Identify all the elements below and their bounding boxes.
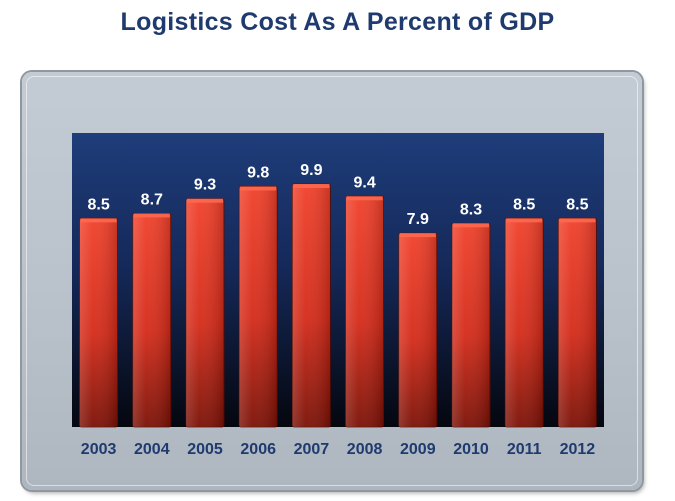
bar-shine-2012: [558, 218, 597, 427]
x-tick-label-2010: 2010: [453, 441, 489, 458]
bar-shine-2010: [452, 223, 490, 427]
x-tick-label-2007: 2007: [294, 441, 330, 458]
bar-shine-2005: [186, 198, 224, 427]
bar-shine-2003: [79, 218, 118, 427]
bar-cap-2010: [453, 223, 489, 228]
x-tick-label-2003: 2003: [81, 441, 117, 458]
value-label-2008: 9.4: [353, 174, 375, 191]
x-tick-label-2008: 2008: [347, 441, 383, 458]
bar-shine-2009: [398, 233, 437, 427]
value-label-2004: 8.7: [141, 191, 163, 208]
bar-cap-2009: [399, 233, 436, 238]
bar-shine-2011: [505, 218, 544, 427]
bars: [79, 183, 597, 428]
bar-cap-2006: [240, 186, 277, 191]
bar-cap-2005: [187, 198, 223, 203]
value-label-2005: 9.3: [194, 177, 216, 194]
bar-shine-2004: [132, 213, 171, 427]
value-label-2010: 8.3: [460, 201, 482, 218]
x-tick-label-2011: 2011: [507, 441, 542, 458]
value-labels: 8.5 8.7 9.3 9.8 9.9 9.4 7.9 8.3 8.5 8.5: [87, 162, 588, 228]
value-label-2012: 8.5: [566, 196, 588, 213]
bar-shine-2008: [345, 196, 384, 427]
value-label-2003: 8.5: [87, 196, 109, 213]
x-tick-label-2004: 2004: [134, 441, 170, 458]
x-tick-label-2005: 2005: [187, 441, 223, 458]
bar-cap-2004: [133, 213, 170, 218]
bar-cap-2011: [506, 218, 543, 223]
value-label-2007: 9.9: [300, 162, 322, 179]
x-tick-labels: 2003 2004 2005 2006 2007 2008 2009 2010 2011 2012: [81, 441, 595, 458]
bar-shine-2006: [239, 186, 278, 427]
value-label-2006: 9.8: [247, 164, 269, 181]
value-label-2011: 8.5: [513, 196, 535, 213]
bar-cap-2008: [346, 196, 383, 201]
x-tick-label-2012: 2012: [560, 441, 596, 458]
bar-cap-2003: [80, 218, 117, 223]
bar-cap-2007: [293, 184, 330, 188]
chart-title: Logistics Cost As A Percent of GDP: [120, 8, 555, 36]
x-tick-label-2009: 2009: [400, 441, 436, 458]
value-label-2009: 7.9: [407, 211, 429, 228]
bar-cap-2012: [559, 218, 596, 223]
bar-shine-2007: [292, 184, 331, 427]
x-tick-label-2006: 2006: [240, 441, 276, 458]
